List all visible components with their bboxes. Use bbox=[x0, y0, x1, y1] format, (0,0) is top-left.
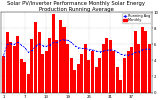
Bar bbox=[34, 22, 37, 93]
Bar bbox=[134, 31, 137, 92]
Bar bbox=[63, 27, 65, 93]
Bar bbox=[30, 39, 33, 92]
Bar bbox=[98, 58, 101, 92]
Bar bbox=[9, 42, 12, 92]
Bar bbox=[55, 40, 58, 92]
Bar bbox=[84, 44, 87, 92]
Bar bbox=[112, 51, 115, 92]
Bar bbox=[109, 40, 112, 92]
Bar bbox=[144, 31, 147, 92]
Bar bbox=[16, 36, 19, 92]
Title: Solar PV/Inverter Performance Monthly Solar Energy Production Running Average: Solar PV/Inverter Performance Monthly So… bbox=[8, 1, 145, 12]
Bar bbox=[95, 67, 98, 92]
Bar bbox=[66, 44, 69, 92]
Bar bbox=[127, 51, 130, 92]
Bar bbox=[148, 44, 151, 92]
Bar bbox=[77, 64, 80, 92]
Bar bbox=[13, 46, 16, 92]
Bar bbox=[87, 60, 90, 92]
Bar bbox=[73, 70, 76, 92]
Bar bbox=[48, 38, 51, 92]
Bar bbox=[137, 44, 140, 92]
Legend: Running Avg, Monthly: Running Avg, Monthly bbox=[122, 13, 151, 23]
Bar bbox=[141, 27, 144, 93]
Bar bbox=[41, 54, 44, 92]
Bar bbox=[27, 74, 30, 92]
Bar bbox=[2, 56, 5, 92]
Bar bbox=[20, 59, 23, 92]
Bar bbox=[70, 58, 73, 92]
Bar bbox=[38, 32, 41, 93]
Bar bbox=[91, 51, 94, 92]
Bar bbox=[116, 67, 119, 92]
Bar bbox=[23, 62, 26, 92]
Bar bbox=[123, 58, 126, 92]
Bar bbox=[52, 14, 55, 92]
Bar bbox=[130, 47, 133, 92]
Bar bbox=[80, 54, 83, 92]
Bar bbox=[59, 20, 62, 93]
Bar bbox=[105, 38, 108, 92]
Bar bbox=[6, 32, 9, 93]
Bar bbox=[45, 51, 48, 92]
Bar bbox=[102, 44, 105, 92]
Bar bbox=[119, 80, 122, 92]
